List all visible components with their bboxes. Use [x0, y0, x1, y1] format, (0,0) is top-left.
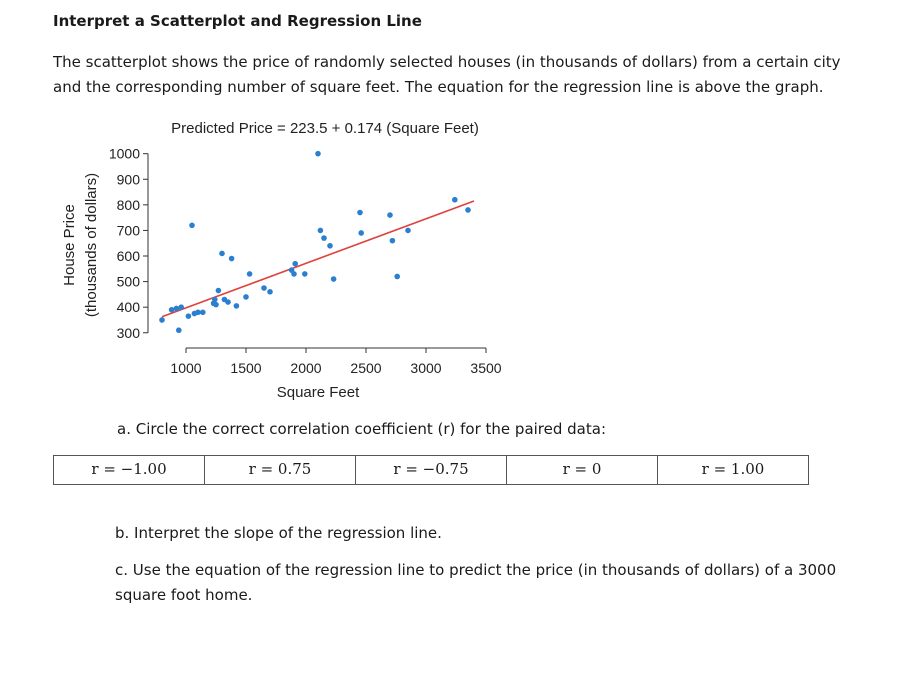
data-point [189, 222, 195, 229]
x-tick-label: 3500 [470, 360, 501, 376]
data-point [291, 271, 297, 277]
x-tick-label: 1500 [230, 360, 261, 376]
y-tick-label: 800 [117, 197, 141, 213]
choice-r-1[interactable]: r = 1.00 [701, 460, 765, 478]
y-tick-label: 300 [117, 325, 141, 341]
data-point [212, 296, 218, 303]
data-point [159, 317, 165, 323]
x-axis-label: Square Feet [277, 384, 360, 401]
regression-line [161, 200, 475, 318]
data-point [176, 327, 182, 334]
data-point [228, 255, 235, 262]
y-axis-label-line1: House Price [61, 204, 78, 286]
data-point [261, 285, 267, 291]
data-point [246, 271, 253, 277]
worksheet-title: Interpret a Scatterplot and Regression L… [53, 12, 422, 30]
scatterplot-figure: Predicted Price = 223.5 + 0.174 (Square … [50, 110, 520, 410]
y-tick-label: 1000 [109, 146, 140, 162]
data-point [330, 276, 337, 282]
data-point [302, 271, 308, 277]
data-point [215, 287, 222, 294]
y-tick-label: 400 [117, 299, 141, 315]
y-tick-label: 700 [117, 222, 141, 238]
question-c: c. Use the equation of the regression li… [115, 561, 837, 604]
data-point [200, 309, 206, 316]
choice-r-neg-0-75[interactable]: r = −0.75 [356, 456, 507, 484]
data-point [243, 294, 249, 300]
question-b: b. Interpret the slope of the regression… [115, 524, 442, 542]
x-tick-label: 3000 [410, 360, 441, 376]
data-point [321, 235, 327, 241]
data-point [213, 301, 219, 308]
x-tick-label: 1000 [170, 360, 201, 376]
y-tick-label: 500 [117, 274, 141, 290]
y-axis-label-line2: (thousands of dollars) [83, 173, 100, 317]
choice-r-0[interactable]: r = 0 [507, 456, 658, 484]
data-point [357, 209, 363, 216]
x-axis: 1000 1500 2000 2500 3000 3500 [170, 347, 502, 376]
scatterplot: Predicted Price = 223.5 + 0.174 (Square … [61, 120, 502, 401]
data-point [452, 196, 458, 203]
data-point [267, 289, 273, 295]
correlation-choices: r = −1.00 r = 0.75 r = −0.75 r = 0 r = 1… [53, 455, 809, 485]
data-point [315, 150, 321, 157]
data-points [159, 150, 471, 334]
data-point [185, 313, 192, 319]
data-point [317, 227, 324, 234]
data-point [292, 260, 298, 267]
data-point [233, 303, 240, 309]
data-point [405, 227, 411, 234]
data-point [387, 212, 393, 218]
data-point [394, 273, 401, 280]
data-point [465, 207, 471, 213]
y-tick-label: 900 [117, 171, 141, 187]
data-point [389, 237, 396, 244]
data-point [173, 305, 180, 312]
data-point [219, 250, 225, 257]
data-point [168, 306, 175, 313]
data-point [225, 299, 231, 305]
data-point [195, 309, 201, 316]
x-tick-label: 2000 [290, 360, 321, 376]
question-a: a. Circle the correct correlation coeffi… [117, 420, 606, 438]
data-point [358, 230, 365, 236]
intro-paragraph: The scatterplot shows the price of rando… [53, 53, 841, 96]
y-tick-label: 600 [117, 248, 141, 264]
chart-title: Predicted Price = 223.5 + 0.174 (Square … [171, 120, 479, 137]
choice-r-0-75[interactable]: r = 0.75 [205, 456, 356, 484]
choice-r-neg-1[interactable]: r = −1.00 [54, 456, 205, 484]
data-point [178, 304, 184, 310]
y-axis: 300 400 500 600 700 800 900 1000 [109, 146, 149, 341]
x-tick-label: 2500 [350, 360, 381, 376]
data-point [327, 242, 333, 249]
